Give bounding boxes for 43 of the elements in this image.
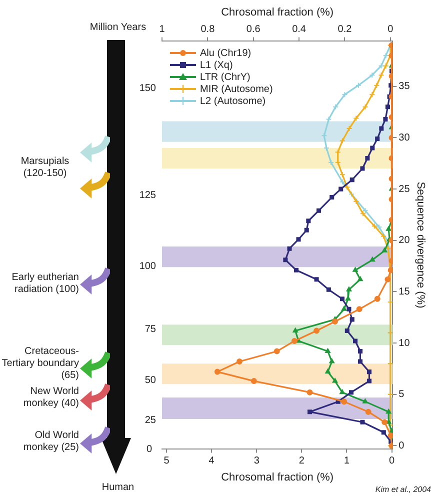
text: Human (100, 482, 136, 494)
text: 75 (144, 324, 156, 336)
text: 125 (138, 190, 156, 202)
y-tick-label: 30 (398, 132, 410, 144)
y-tick-label: 25 (398, 184, 410, 195)
text: Marsupials (120-150) (20, 156, 70, 180)
text: Kim et al., 2004 (374, 484, 431, 496)
x2-tick-label: 0 (388, 24, 394, 35)
x2-tick-label: 0.2 (338, 24, 352, 35)
y-tick-label: 0 (398, 440, 405, 452)
legend-label: L1 (Xq) (200, 60, 233, 71)
text: Early eutherian radiation (100) (10, 272, 79, 296)
text: Old World monkey (25) (22, 430, 79, 454)
legend-label: L2 (Autosome) (200, 96, 266, 107)
legend-label: MIR (Autosome) (200, 84, 273, 95)
x-tick-label: 3 (254, 456, 260, 467)
x-tick-label: 0 (388, 456, 395, 467)
y-tick-label: 20 (398, 235, 410, 246)
x-tick-label: 5 (164, 456, 170, 467)
y-tick-label: 15 (398, 286, 410, 298)
legend-label: LTR (ChrY) (200, 72, 250, 83)
x2-axis-title: Chrosomal fraction (%) (221, 6, 334, 19)
y-tick-label: 5 (398, 389, 405, 400)
y-axis-title: Sequence divergence (%) (414, 182, 426, 308)
x-axis-title: Chrosomal fraction (%) (221, 471, 334, 484)
x2-tick-label: 0.8 (200, 24, 216, 35)
text: 150 (138, 83, 156, 95)
x-tick-label: 4 (208, 456, 215, 467)
legend-label: Alu (Chr19) (200, 48, 252, 59)
y-tick-label: 35 (398, 81, 410, 92)
text: New World monkey (40) (22, 386, 79, 410)
x2-tick-label: 0.4 (292, 24, 306, 35)
x-tick-label: 1 (344, 456, 350, 467)
x2-tick-label: 0.6 (246, 24, 261, 35)
text: 25 (144, 415, 156, 427)
text: Cretaceous-Tertiary boundary (65) (0, 346, 79, 382)
text: 0 (145, 444, 152, 456)
y-tick-label: 10 (398, 338, 410, 349)
text: 50 (144, 375, 156, 387)
x-tick-label: 2 (298, 456, 305, 467)
text: Million Years (90, 22, 146, 33)
text: 100 (138, 261, 156, 273)
x2-tick-label: 1 (159, 24, 166, 35)
